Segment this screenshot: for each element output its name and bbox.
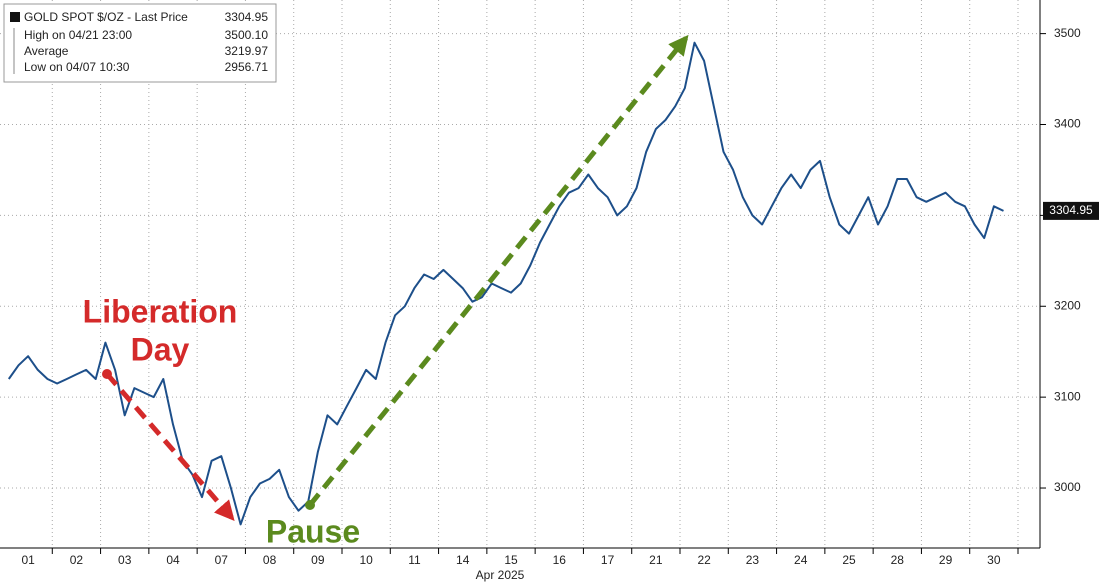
x-axis-label: Apr 2025 <box>476 568 525 582</box>
x-tick-label: 30 <box>987 553 1001 567</box>
legend-swatch <box>10 12 20 22</box>
legend-title: GOLD SPOT $/OZ - Last Price <box>24 10 188 24</box>
x-tick-label: 16 <box>553 553 567 567</box>
y-tick-label: 3100 <box>1054 389 1081 403</box>
x-tick-label: 07 <box>215 553 229 567</box>
x-tick-label: 09 <box>311 553 325 567</box>
x-tick-label: 02 <box>70 553 84 567</box>
x-tick-label: 28 <box>891 553 905 567</box>
y-tick-label: 3400 <box>1054 117 1081 131</box>
x-tick-label: 10 <box>359 553 373 567</box>
x-tick-label: 25 <box>842 553 856 567</box>
y-tick-label: 3000 <box>1054 480 1081 494</box>
legend-value: 3500.10 <box>225 28 269 42</box>
legend-value: 3219.97 <box>225 44 269 58</box>
x-tick-label: 22 <box>697 553 711 567</box>
x-tick-label: 17 <box>601 553 615 567</box>
legend-value: 2956.71 <box>225 60 269 74</box>
x-tick-label: 21 <box>649 553 663 567</box>
legend: GOLD SPOT $/OZ - Last Price 3304.95 High… <box>3 3 277 83</box>
legend-label: Low on 04/07 10:30 <box>24 60 130 74</box>
last-price-label: 3304.95 <box>1049 203 1093 217</box>
arrow-start <box>305 500 315 510</box>
x-tick-label: 08 <box>263 553 277 567</box>
x-tick-label: 23 <box>746 553 760 567</box>
x-tick-label: 15 <box>504 553 518 567</box>
x-tick-label: 03 <box>118 553 132 567</box>
red-arrow <box>105 372 235 522</box>
annotation: Liberation <box>83 293 238 329</box>
green-arrow <box>308 34 689 507</box>
legend-value: 3304.95 <box>225 10 269 24</box>
arrow-start <box>102 369 112 379</box>
x-tick-label: 14 <box>456 553 470 567</box>
y-tick-label: 3200 <box>1054 298 1081 312</box>
x-tick-label: 24 <box>794 553 808 567</box>
y-tick-label: 3500 <box>1054 26 1081 40</box>
last-price-tag <box>1043 201 1099 220</box>
annotation: Pause <box>266 513 360 549</box>
legend-label: High on 04/21 23:00 <box>24 28 132 42</box>
x-tick-label: 04 <box>166 553 180 567</box>
legend-label: Average <box>24 44 69 58</box>
x-tick-label: 29 <box>939 553 953 567</box>
annotation: Day <box>131 331 190 367</box>
x-tick-label: 01 <box>21 553 35 567</box>
x-tick-label: 11 <box>408 553 421 567</box>
legend-box <box>3 3 277 83</box>
price-line <box>7 41 1004 526</box>
